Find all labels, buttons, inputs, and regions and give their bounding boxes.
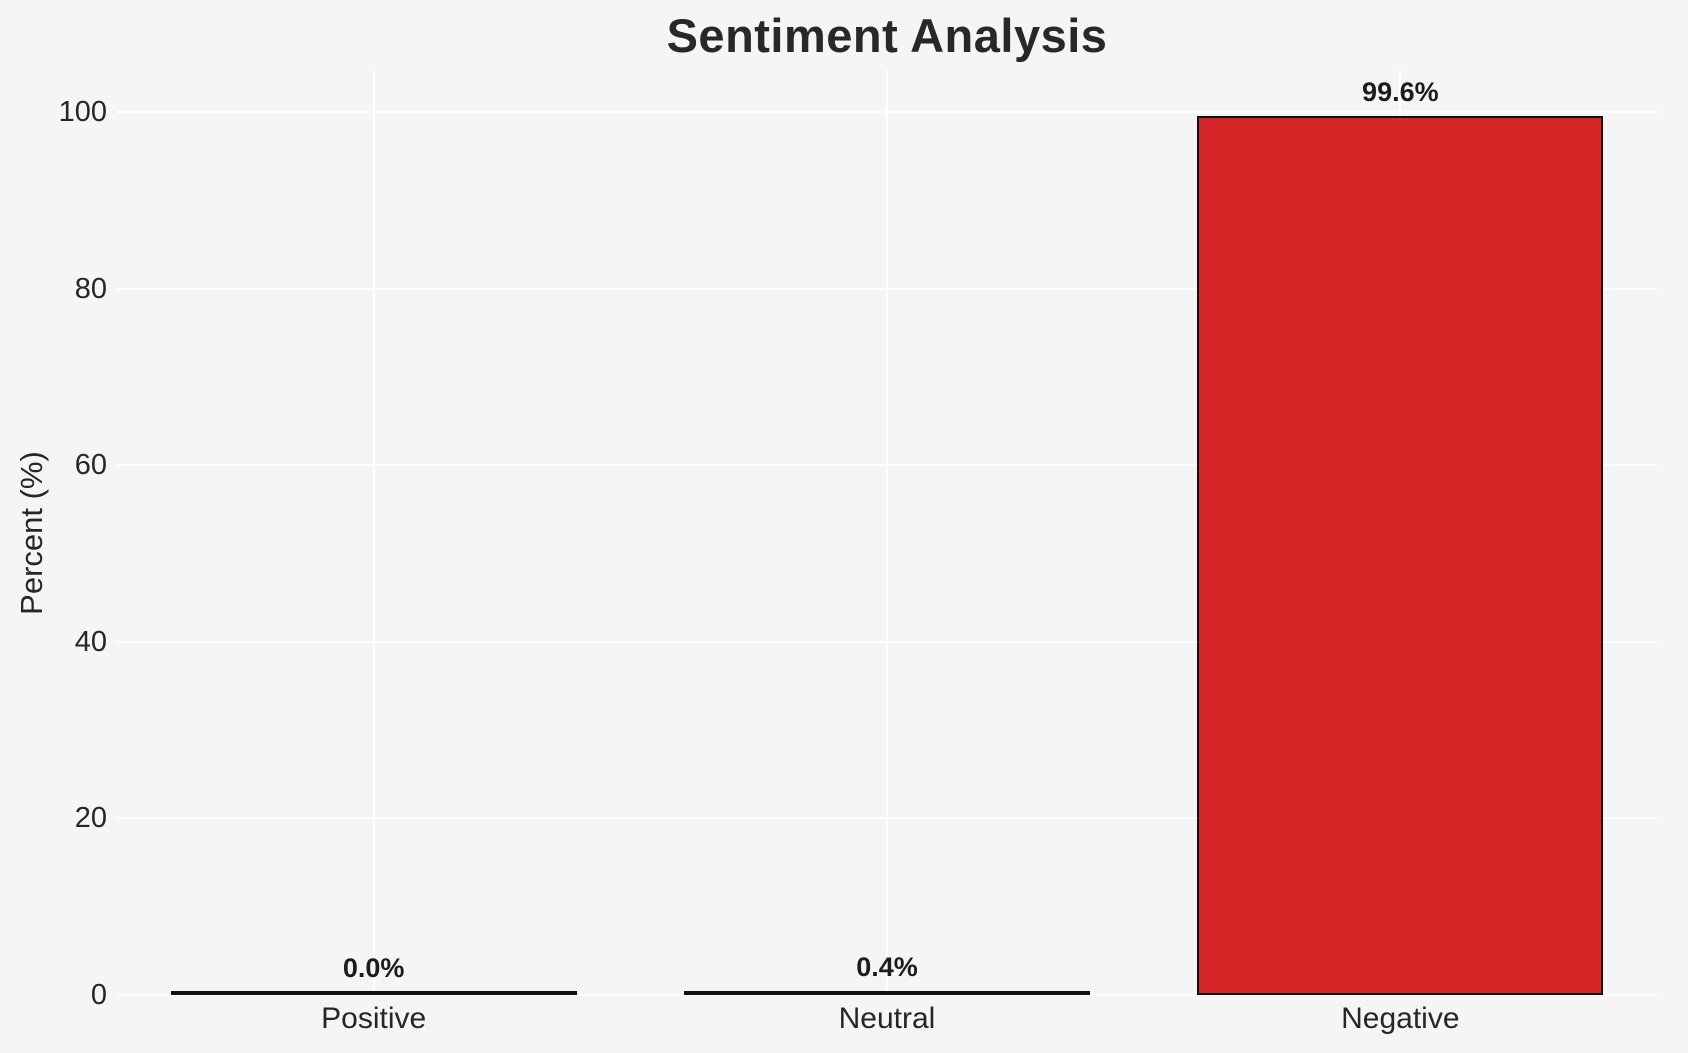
x-tick-label: Neutral <box>838 1002 936 1035</box>
plot-area: 0.0% 0.4% 99.6% <box>117 70 1657 996</box>
y-tick-label: 20 <box>74 802 107 835</box>
y-tick-label: 0 <box>90 979 107 1011</box>
y-tick-label: 60 <box>74 449 107 482</box>
x-tick-label: Positive <box>321 1002 427 1035</box>
y-tick-label: 100 <box>58 96 107 129</box>
gridline-h <box>117 994 1657 996</box>
gridline-v <box>372 70 375 995</box>
bar-neutral <box>684 991 1090 995</box>
y-tick-label: 40 <box>74 625 107 658</box>
x-tick-label: Negative <box>1341 1002 1460 1035</box>
bar-positive <box>170 991 577 995</box>
bar-value-label: 0.0% <box>342 953 405 983</box>
bar-value-label: 99.6% <box>1362 76 1439 107</box>
y-tick-label: 80 <box>74 272 107 305</box>
chart-title: Sentiment Analysis <box>666 9 1108 62</box>
bar-negative <box>1197 115 1604 995</box>
gridline-v <box>886 70 888 995</box>
bar-value-label: 0.4% <box>856 952 918 983</box>
